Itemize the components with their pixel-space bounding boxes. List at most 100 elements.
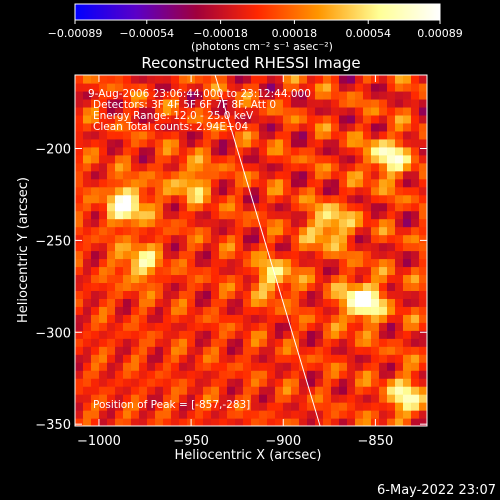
heatmap-cell (115, 322, 124, 331)
heatmap-cell (419, 370, 427, 379)
heatmap-cell (251, 402, 260, 411)
heatmap-cell (99, 314, 108, 323)
heatmap-cell (251, 410, 260, 419)
heatmap-cell (75, 82, 84, 92)
heatmap-cell (131, 322, 140, 331)
heatmap-cell (395, 170, 404, 180)
heatmap-cell (195, 114, 204, 124)
heatmap-cell (115, 274, 124, 284)
heatmap-cell (347, 234, 356, 244)
heatmap-cell (139, 330, 148, 339)
heatmap-cell (363, 330, 372, 339)
heatmap-cell (411, 146, 420, 156)
heatmap-cell (379, 75, 388, 84)
heatmap-cell (315, 370, 324, 379)
heatmap-cell (275, 226, 284, 236)
heatmap-cell (395, 186, 404, 196)
heatmap-cell (171, 202, 180, 212)
heatmap-cell (171, 362, 180, 371)
heatmap-cell (323, 138, 332, 148)
heatmap-cell (299, 202, 308, 212)
heatmap-cell (331, 386, 340, 395)
heatmap-cell (411, 386, 420, 395)
heatmap-cell (155, 90, 164, 100)
heatmap-cell (179, 418, 188, 426)
heatmap-cell (171, 210, 180, 220)
heatmap-cell (219, 274, 228, 284)
heatmap-cell (251, 194, 260, 204)
heatmap-cell (291, 378, 300, 387)
heatmap-cell (331, 282, 340, 291)
heatmap-cell (107, 330, 116, 339)
heatmap-cell (91, 146, 100, 156)
heatmap-cell (387, 98, 396, 108)
heatmap-cell (211, 226, 220, 236)
heatmap-cell (403, 114, 412, 124)
heatmap-cell (339, 114, 348, 124)
heatmap-cell (123, 378, 132, 387)
heatmap-cell (315, 386, 324, 395)
heatmap-cell (131, 258, 140, 268)
heatmap-cell (163, 378, 172, 387)
heatmap-cell (291, 170, 300, 180)
heatmap-cell (339, 242, 348, 252)
heatmap-cell (99, 290, 108, 299)
heatmap-cell (275, 194, 284, 204)
heatmap-cell (187, 346, 196, 355)
heatmap-cell (203, 138, 212, 148)
heatmap-cell (187, 362, 196, 371)
heatmap-cell (403, 338, 412, 347)
heatmap-cell (83, 418, 92, 426)
heatmap-cell (419, 162, 427, 172)
heatmap-cell (147, 218, 156, 228)
heatmap-cell (147, 402, 156, 411)
heatmap-cell (179, 394, 188, 403)
heatmap-cell (203, 146, 212, 156)
heatmap-cell (259, 290, 268, 299)
heatmap-cell (115, 178, 124, 188)
heatmap-cell (123, 122, 132, 132)
heatmap-cell (395, 130, 404, 140)
heatmap-cell (227, 362, 236, 371)
heatmap-cell (371, 154, 380, 164)
heatmap-cell (123, 418, 132, 426)
heatmap-cell (195, 386, 204, 395)
heatmap-cell (163, 330, 172, 339)
heatmap-cell (347, 362, 356, 371)
heatmap-cell (139, 170, 148, 180)
heatmap-cell (379, 338, 388, 347)
heatmap-cell (195, 410, 204, 419)
heatmap-cell (91, 330, 100, 339)
heatmap-cell (235, 75, 244, 84)
heatmap-cell (227, 330, 236, 339)
heatmap-cell (403, 226, 412, 236)
heatmap-cell (211, 290, 220, 299)
heatmap-cell (251, 250, 260, 260)
heatmap-cell (227, 114, 236, 124)
heatmap-cell (283, 114, 292, 124)
heatmap-cell (243, 306, 252, 315)
heatmap-cell (339, 322, 348, 331)
heatmap-cell (147, 210, 156, 220)
heatmap-cell (267, 178, 276, 188)
heatmap-cell (251, 370, 260, 379)
heatmap-cell (355, 290, 364, 299)
heatmap-cell (91, 82, 100, 92)
heatmap-cell (339, 258, 348, 268)
heatmap-cell (179, 234, 188, 244)
heatmap-cell (243, 250, 252, 260)
heatmap-cell (283, 298, 292, 307)
heatmap-cell (83, 82, 92, 92)
heatmap-cell (379, 202, 388, 212)
heatmap-cell (363, 170, 372, 180)
heatmap-cell (219, 330, 228, 339)
heatmap-cell (131, 106, 140, 116)
heatmap-cell (371, 346, 380, 355)
heatmap-cell (83, 298, 92, 307)
heatmap-cell (91, 202, 100, 212)
heatmap-cell (315, 282, 324, 291)
heatmap-cell (91, 210, 100, 220)
heatmap-cell (147, 242, 156, 252)
heatmap-cell (123, 330, 132, 339)
